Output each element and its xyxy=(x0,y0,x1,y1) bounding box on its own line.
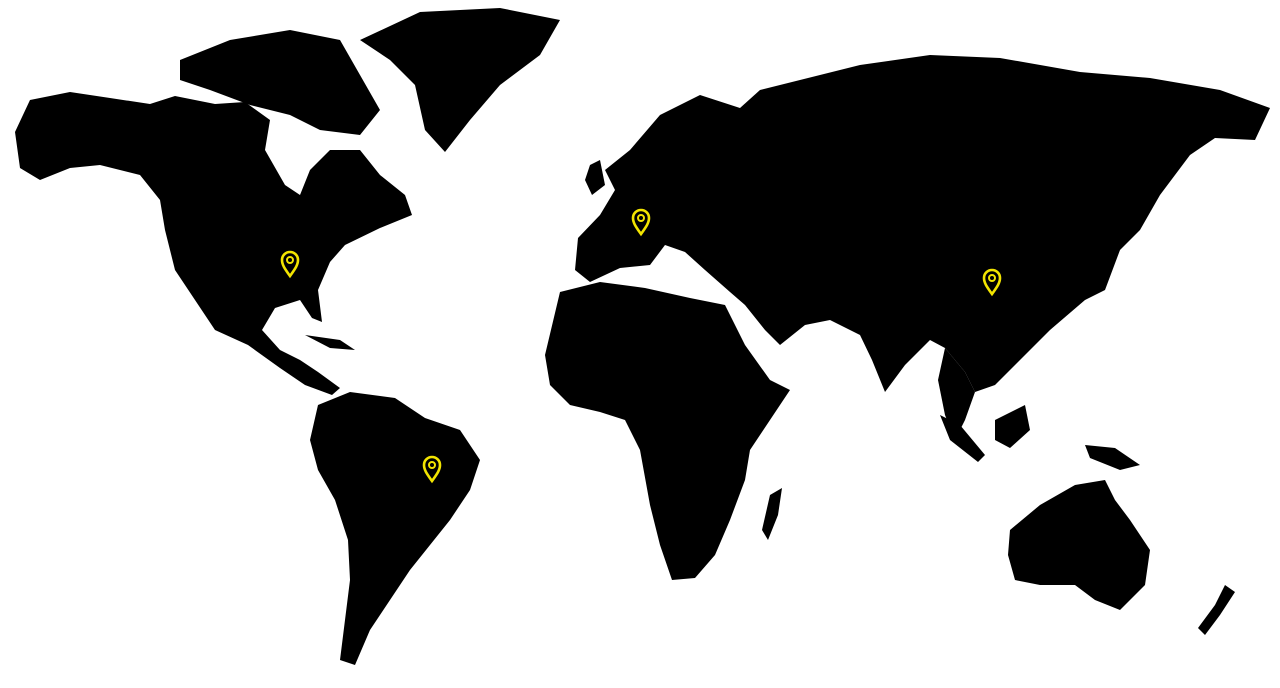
location-pins xyxy=(280,208,1002,484)
south-america xyxy=(310,392,480,665)
southeast-asia xyxy=(938,348,975,440)
sumatra xyxy=(940,415,985,462)
japan xyxy=(1080,240,1120,300)
cuba xyxy=(305,335,355,350)
new-guinea xyxy=(1085,445,1140,470)
borneo xyxy=(995,405,1030,448)
new-zealand xyxy=(1198,585,1235,635)
canadian-islands xyxy=(180,30,380,135)
north-america xyxy=(15,92,412,395)
pin-europe xyxy=(631,208,651,237)
united-kingdom xyxy=(585,160,605,195)
eurasia xyxy=(575,55,1270,392)
madagascar xyxy=(762,488,782,540)
pin-north-america xyxy=(280,250,300,279)
pin-south-america xyxy=(422,455,442,484)
pin-asia xyxy=(982,268,1002,297)
greenland xyxy=(360,8,560,152)
continents xyxy=(15,8,1270,665)
africa xyxy=(545,282,790,580)
australia xyxy=(1008,480,1150,610)
